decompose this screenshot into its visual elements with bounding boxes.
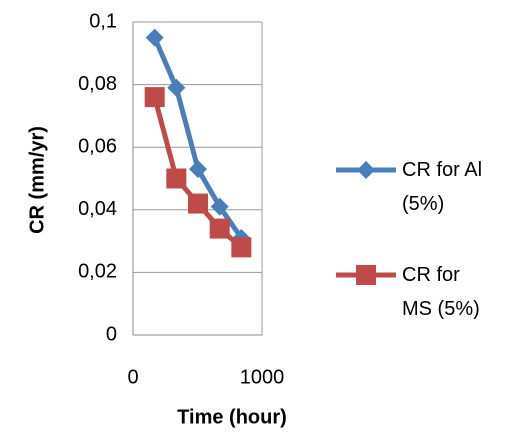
legend-label: CR for Al (5%) [402, 159, 483, 215]
y-tick-label: 0,08 [78, 73, 117, 95]
data-point [357, 161, 375, 179]
data-point [356, 265, 376, 285]
legend-entry: CR for Al (5%) [402, 159, 483, 215]
x-axis-title: Time (hour) [177, 406, 287, 428]
y-axis-title: CR (mm/yr) [26, 126, 48, 234]
data-point [209, 218, 230, 239]
legend-entry: CR for MS (5%) [402, 264, 480, 320]
data-point [166, 168, 187, 189]
data-point [210, 197, 229, 216]
legend-label: CR for MS (5%) [402, 264, 480, 320]
data-point [167, 78, 186, 97]
data-point [231, 237, 252, 258]
data-point [145, 28, 164, 47]
y-tick-label: 0,06 [78, 135, 117, 157]
y-tick-label: 0,1 [89, 10, 117, 32]
x-tick-label: 0 [127, 366, 138, 388]
data-point [144, 87, 165, 108]
y-tick-label: 0 [106, 323, 117, 345]
data-point [188, 193, 209, 214]
data-point [189, 160, 208, 179]
y-tick-label: 0,02 [78, 261, 117, 283]
x-tick-label: 1000 [240, 366, 285, 388]
y-tick-label: 0,04 [78, 198, 117, 220]
